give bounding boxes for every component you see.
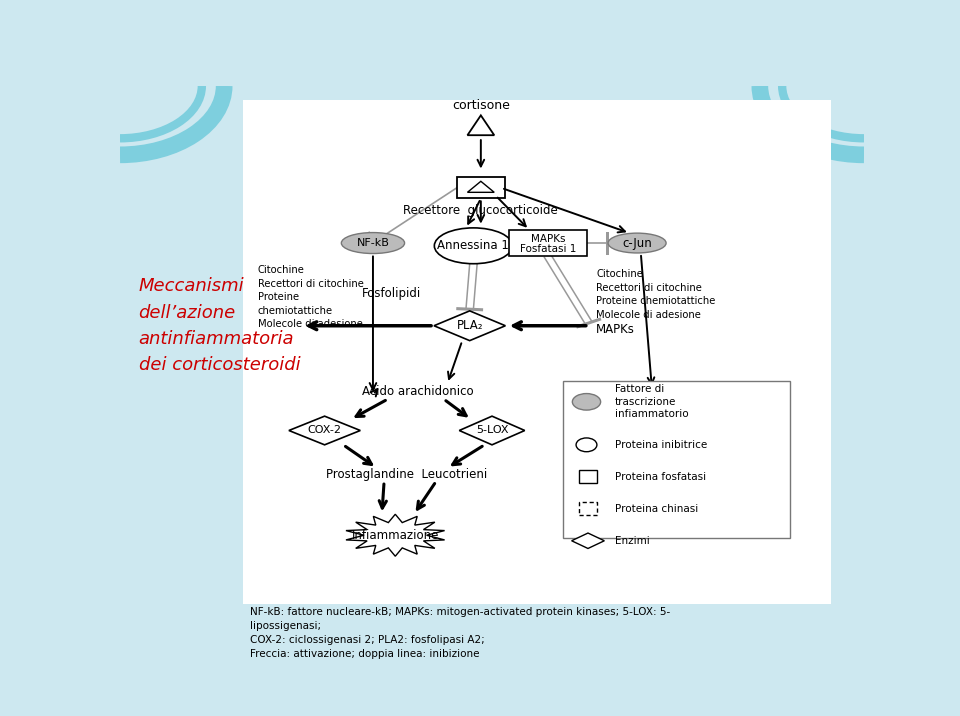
Text: Prostaglandine  Leucotrieni: Prostaglandine Leucotrieni: [325, 468, 487, 481]
Text: 5-LOX: 5-LOX: [476, 425, 508, 435]
Bar: [579, 470, 597, 483]
Text: Citochine
Recettori di citochine
Proteine chemiotattiche
Molecole di adesione: Citochine Recettori di citochine Protein…: [596, 269, 715, 320]
Bar: [457, 178, 505, 198]
Text: MAPKs: MAPKs: [531, 234, 565, 244]
Bar: [509, 230, 587, 256]
Bar: [243, 100, 830, 604]
Text: Fattore di
trascrizione
infiammatorio: Fattore di trascrizione infiammatorio: [614, 384, 688, 420]
Ellipse shape: [608, 233, 666, 253]
Ellipse shape: [572, 394, 601, 410]
Text: Proteina inibitrice: Proteina inibitrice: [614, 440, 707, 450]
Polygon shape: [289, 416, 360, 445]
Polygon shape: [346, 514, 444, 556]
Text: Enzimi: Enzimi: [614, 536, 650, 546]
Text: Acido arachidonico: Acido arachidonico: [362, 385, 473, 398]
Polygon shape: [571, 533, 605, 548]
Text: cortisone: cortisone: [452, 99, 510, 112]
Text: PLA₂: PLA₂: [456, 319, 483, 332]
Text: Recettore  glucocorticoide: Recettore glucocorticoide: [403, 204, 558, 217]
Polygon shape: [459, 416, 525, 445]
Polygon shape: [468, 115, 494, 135]
Text: Proteina chinasi: Proteina chinasi: [614, 504, 698, 514]
Text: NF-kB: NF-kB: [356, 238, 390, 248]
Text: c-Jun: c-Jun: [622, 236, 652, 250]
Text: COX-2: COX-2: [307, 425, 342, 435]
Bar: [579, 502, 597, 516]
Text: MAPKs: MAPKs: [596, 323, 635, 336]
Ellipse shape: [342, 233, 404, 253]
Text: Citochine
Recettori di citochine
Proteine
chemiotattiche
Molecole di adesione: Citochine Recettori di citochine Protein…: [257, 265, 364, 329]
Text: NF-kB: fattore nucleare-kB; MAPKs: mitogen-activated protein kinases; 5-LOX: 5-
: NF-kB: fattore nucleare-kB; MAPKs: mitog…: [251, 607, 670, 659]
Ellipse shape: [434, 228, 513, 263]
Text: Fosfatasi 1: Fosfatasi 1: [519, 243, 576, 253]
Text: Infiammazione: Infiammazione: [351, 528, 439, 542]
Polygon shape: [434, 311, 505, 341]
Text: Fosfolipidi: Fosfolipidi: [362, 287, 421, 300]
Bar: [563, 381, 789, 538]
Polygon shape: [468, 181, 494, 193]
Text: Proteina fosfatasi: Proteina fosfatasi: [614, 472, 706, 482]
Text: Meccanismi
dell’azione
antinfiammatoria
dei corticosteroidi: Meccanismi dell’azione antinfiammatoria …: [138, 277, 300, 374]
Ellipse shape: [576, 438, 597, 452]
Text: Annessina 1: Annessina 1: [438, 239, 510, 252]
